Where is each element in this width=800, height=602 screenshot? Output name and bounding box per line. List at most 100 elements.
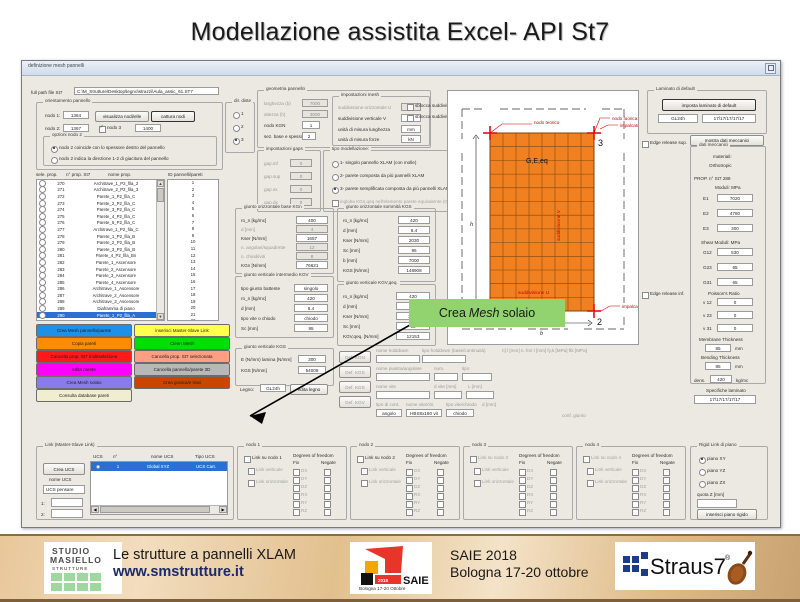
list-item[interactable]: 18 bbox=[190, 292, 196, 298]
field-input[interactable]: 8 bbox=[296, 252, 328, 260]
list-item[interactable]: 1 bbox=[191, 180, 195, 185]
field-input[interactable]: 0 bbox=[717, 324, 753, 332]
kgs2-input-1[interactable]: 54008 bbox=[298, 366, 326, 374]
tab-input-2c[interactable] bbox=[462, 373, 492, 381]
field-input[interactable]: 400 bbox=[296, 216, 328, 224]
def-kgs-button[interactable]: Def. KGS bbox=[339, 366, 371, 378]
ingloba-checkbox[interactable]: ingloba KGn,qeq nell'elemento parete equ… bbox=[332, 199, 484, 207]
list-item[interactable]: 14 bbox=[190, 265, 196, 271]
nodo2-input[interactable]: 1367 bbox=[63, 124, 89, 132]
radio-icon[interactable] bbox=[39, 192, 46, 200]
list-item[interactable]: 271 Architrave_2_P2_fila_3 bbox=[37, 186, 156, 194]
radio-icon[interactable] bbox=[39, 285, 46, 293]
scroll-thumb[interactable] bbox=[157, 188, 164, 202]
mesh-input-3[interactable]: kN bbox=[401, 135, 421, 143]
field-input[interactable]: 148908 bbox=[398, 266, 430, 274]
table-row[interactable]: ◉ 1 Global XYZ UCS Cart. bbox=[91, 462, 227, 471]
field-input[interactable]: 95 bbox=[398, 246, 430, 254]
radio-icon[interactable] bbox=[39, 305, 46, 313]
tab-input-2a[interactable] bbox=[376, 373, 430, 381]
dof-fix-checkbox[interactable]: RY bbox=[406, 500, 420, 508]
dof-fix-checkbox[interactable]: DZ bbox=[293, 484, 307, 492]
rigid-link-option-3[interactable]: piano ZX bbox=[699, 480, 725, 488]
property-listbox[interactable]: 270 Architrave_1_P2_fila_2 271 Architrave_2… bbox=[36, 179, 165, 321]
nodo-link-checkbox[interactable]: Link su nodo 4 bbox=[583, 455, 621, 463]
field-input[interactable]: 530 bbox=[717, 248, 753, 256]
dof-fix-checkbox[interactable]: RZ bbox=[406, 508, 420, 516]
dof-fix-checkbox[interactable]: DX bbox=[406, 468, 420, 476]
field-input[interactable]: 6.4 bbox=[294, 304, 328, 312]
list-item[interactable]: 284 Parete_3_Ascensore bbox=[37, 272, 156, 280]
nodo-link-orizzontale-checkbox[interactable]: Link orizzontale bbox=[361, 479, 401, 487]
geometria-input-3[interactable]: 2 bbox=[302, 132, 316, 140]
list-item[interactable]: 22 bbox=[190, 318, 196, 321]
ucs-table[interactable]: ◉ 1 Global XYZ UCS Cart. ◀ ▶ bbox=[90, 461, 228, 515]
nodo-link-orizzontale-checkbox[interactable]: Link orizzontale bbox=[587, 479, 627, 487]
nodo-link-orizzontale-checkbox[interactable]: Link orizzontale bbox=[474, 479, 514, 487]
dof-fix-checkbox[interactable]: DY bbox=[519, 476, 533, 484]
list-item[interactable]: 286 Architrave_1_Ascensore bbox=[37, 285, 156, 293]
macro-button[interactable]: Crea gratica/e travi bbox=[134, 376, 230, 389]
gap-input-0[interactable]: 0 bbox=[290, 159, 312, 167]
def-kgs2-button[interactable]: Def. KGS bbox=[339, 381, 371, 393]
dir-diste-option-3[interactable]: 3 bbox=[233, 137, 244, 145]
radio-icon[interactable] bbox=[39, 278, 46, 286]
scroll-right-icon[interactable]: ▶ bbox=[219, 506, 227, 513]
list-item[interactable]: 275 Parete_4_P2_fila_C bbox=[37, 212, 156, 220]
macro-button[interactable]: Cancella prop. St7 multiselezione bbox=[36, 350, 132, 363]
list-item[interactable]: 2 bbox=[191, 186, 195, 192]
list-item[interactable]: 287 Architrave_2_Ascensore bbox=[37, 291, 156, 299]
kgs2-input-0[interactable]: 300 bbox=[298, 355, 326, 363]
visualizza-nodi-button[interactable]: visualizza nodi/elle bbox=[95, 111, 149, 122]
tab-input-3c[interactable] bbox=[466, 391, 494, 399]
membrane-input[interactable]: 85 bbox=[705, 344, 731, 352]
scroll-up-icon[interactable]: ▲ bbox=[157, 180, 164, 187]
sblocca-v-checkbox[interactable]: sblocca suddivisione V bbox=[407, 114, 461, 122]
list-item[interactable]: 21 bbox=[190, 311, 196, 317]
list-item[interactable]: 10 bbox=[190, 239, 196, 245]
legno-select[interactable]: GL24h bbox=[260, 384, 286, 392]
crea-ucs-button[interactable]: Crea UCS bbox=[43, 463, 85, 475]
dof-fix-checkbox[interactable]: RZ bbox=[293, 508, 307, 516]
list-item[interactable]: 282 Parete_1_Ascensore bbox=[37, 258, 156, 266]
quota-input[interactable] bbox=[697, 499, 737, 508]
field-input[interactable]: 1657 bbox=[296, 234, 328, 242]
list-item[interactable]: 17 bbox=[190, 285, 196, 291]
list-item[interactable]: 270 Architrave_1_P2_fila_2 bbox=[37, 180, 156, 187]
gap-input-2[interactable]: 0 bbox=[290, 185, 312, 193]
field-input[interactable]: 65 bbox=[717, 278, 753, 286]
radio-icon[interactable] bbox=[39, 272, 46, 280]
geometria-input-0[interactable]: 7000 bbox=[302, 99, 328, 107]
laminato-name-input[interactable]: GL24h bbox=[658, 114, 698, 123]
panel-ids-listbox[interactable]: 1234567891011121314151617181920212223242… bbox=[167, 179, 219, 321]
def-kgn-button[interactable]: Def. KGN bbox=[339, 351, 371, 363]
field-input[interactable]: 2030 bbox=[398, 236, 430, 244]
ucs-scroll-thumb[interactable] bbox=[100, 506, 210, 513]
macro-button[interactable]: Consulta database pareti bbox=[36, 389, 132, 402]
macro-button[interactable]: Copia pareti bbox=[36, 337, 132, 350]
dof-fix-checkbox[interactable]: RZ bbox=[632, 508, 646, 516]
field-input[interactable]: 6.4 bbox=[398, 226, 430, 234]
scroll-down-icon[interactable]: ▼ bbox=[157, 313, 164, 320]
list-item[interactable]: 288 Architrave_3_Ascensore bbox=[37, 298, 156, 306]
list-item[interactable]: 283 Parete_2_Ascensore bbox=[37, 265, 156, 273]
radio-icon[interactable] bbox=[39, 206, 46, 214]
field-input[interactable]: 4 bbox=[296, 225, 328, 233]
macro-button[interactable]: Crea Mesh solaio bbox=[36, 376, 132, 389]
tab-input-1b[interactable] bbox=[422, 355, 466, 363]
field-input[interactable]: 12153 bbox=[396, 332, 430, 340]
gap-input-1[interactable]: 0 bbox=[290, 172, 312, 180]
list-item[interactable]: 3 bbox=[191, 193, 195, 199]
dof-fix-checkbox[interactable]: DY bbox=[632, 476, 646, 484]
macro-button[interactable]: Cancella pannello/parete 3D bbox=[134, 363, 230, 376]
dof-fix-checkbox[interactable]: RY bbox=[519, 500, 533, 508]
radio-icon[interactable] bbox=[39, 186, 46, 194]
list-item[interactable]: 272 Parete_1_P2_fila_C bbox=[37, 192, 156, 200]
opzioni-nodo2-option-1[interactable]: nodo 2 coincide con lo spessore destro d… bbox=[51, 145, 165, 153]
list-item[interactable]: 5 bbox=[191, 206, 195, 212]
full-path-input[interactable]: C:\M_Strutture\Desktop\legno\strazzi\Aul… bbox=[74, 87, 219, 95]
macro-button[interactable]: Clean Mesh bbox=[134, 337, 230, 350]
tab-input-2b[interactable] bbox=[434, 373, 458, 381]
dof-fix-checkbox[interactable]: RX bbox=[406, 492, 420, 500]
def-kgv-button[interactable]: Def. KGV bbox=[339, 396, 371, 408]
